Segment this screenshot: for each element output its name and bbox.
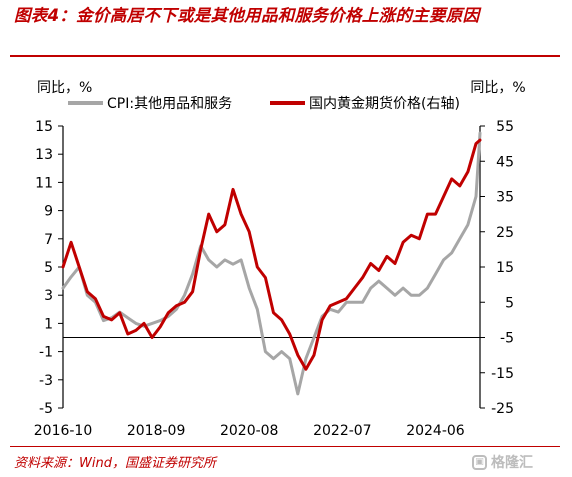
x-tick-label: 2020-08 — [220, 423, 279, 439]
x-tick-label: 2024-06 — [406, 423, 465, 439]
y-tick-label-left: 11 — [35, 175, 53, 191]
y-axis-label-right: 同比，% — [470, 80, 525, 96]
y-tick-label-right: 15 — [496, 260, 514, 276]
y-tick-label-left: 3 — [44, 288, 53, 304]
y-tick-label-left: 5 — [44, 260, 53, 276]
plot-area: -5-3-113579111315-25-15-5515253545552016… — [34, 119, 514, 439]
x-tick-label: 2018-09 — [127, 423, 186, 439]
y-tick-label-left: -1 — [39, 345, 53, 361]
page-title: 图表4：金价高居不下或是其他用品和服务价格上涨的主要原因 — [14, 6, 480, 25]
legend-label-cpi: CPI:其他用品和服务 — [107, 96, 232, 112]
y-tick-label-left: 7 — [44, 232, 53, 248]
y-tick-label-right: 35 — [496, 190, 514, 206]
x-tick-label: 2016-10 — [34, 423, 93, 439]
legend: CPI:其他用品和服务 国内黄金期货价格(右轴) — [68, 95, 460, 112]
y-tick-label-right: 25 — [496, 225, 514, 241]
y-tick-label-right: -15 — [491, 366, 514, 382]
source-note: 资料来源：Wind，国盛证券研究所 — [14, 456, 216, 471]
series-line-gold — [61, 138, 482, 371]
x-tick-label: 2022-07 — [313, 423, 372, 439]
y-axis-label-left: 同比，% — [37, 80, 92, 96]
series-line-cpi — [61, 131, 482, 396]
y-tick-label-right: 5 — [505, 295, 514, 311]
title-rule — [10, 55, 560, 57]
y-tick-label-right: -5 — [500, 331, 514, 347]
y-tick-label-left: 13 — [35, 147, 53, 163]
y-tick-label-left: 15 — [35, 119, 53, 135]
y-tick-label-right: 45 — [496, 154, 514, 170]
legend-label-gold: 国内黄金期货价格(右轴) — [309, 95, 460, 112]
watermark-text: 格隆汇 — [491, 455, 533, 471]
y-tick-label-right: -25 — [491, 401, 514, 417]
footer-rule — [10, 446, 560, 447]
y-tick-label-left: -3 — [39, 373, 53, 389]
y-tick-label-right: 55 — [496, 119, 514, 135]
watermark: ▣ 格隆汇 — [472, 452, 533, 472]
y-tick-label-left: 1 — [44, 316, 53, 332]
y-tick-label-left: 9 — [44, 204, 53, 220]
watermark-logo-icon: ▣ — [472, 454, 487, 470]
y-tick-label-left: -5 — [39, 401, 53, 417]
